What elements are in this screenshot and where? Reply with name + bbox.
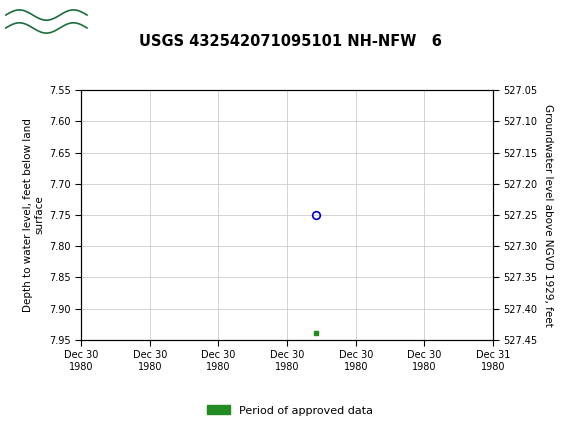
Legend: Period of approved data: Period of approved data bbox=[203, 401, 377, 420]
Y-axis label: Depth to water level, feet below land
surface: Depth to water level, feet below land su… bbox=[23, 118, 45, 312]
Y-axis label: Groundwater level above NGVD 1929, feet: Groundwater level above NGVD 1929, feet bbox=[543, 104, 553, 326]
Text: USGS 432542071095101 NH-NFW   6: USGS 432542071095101 NH-NFW 6 bbox=[139, 34, 441, 49]
Text: USGS: USGS bbox=[102, 12, 157, 31]
Bar bbox=[3, 2, 90, 41]
